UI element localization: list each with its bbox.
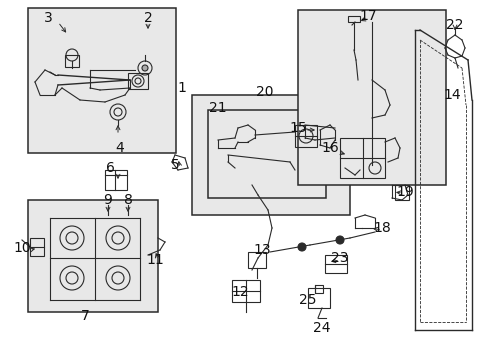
Text: 24: 24 [313, 321, 330, 335]
Bar [247, 252, 265, 268]
Bar [65, 55, 79, 67]
Bar [294, 125, 316, 147]
Text: 23: 23 [330, 251, 348, 265]
Bar [307, 288, 329, 308]
Bar [207, 110, 325, 198]
Text: 13: 13 [253, 243, 270, 257]
Bar [297, 10, 445, 185]
Bar [192, 95, 349, 215]
Bar [325, 255, 346, 273]
Bar [314, 285, 323, 293]
Bar [28, 8, 176, 153]
Text: 9: 9 [103, 193, 112, 207]
Text: 14: 14 [442, 88, 460, 102]
Circle shape [297, 243, 305, 251]
Bar [105, 170, 127, 190]
Text: 20: 20 [256, 85, 273, 99]
Text: 1: 1 [177, 81, 186, 95]
Text: 4: 4 [115, 141, 124, 155]
Text: 3: 3 [43, 11, 52, 25]
Text: 16: 16 [321, 141, 338, 155]
Bar [30, 238, 44, 256]
Bar [347, 16, 359, 22]
Text: 19: 19 [395, 185, 413, 199]
Text: 15: 15 [288, 121, 306, 135]
Bar [231, 280, 260, 302]
Bar [394, 185, 408, 200]
Text: 12: 12 [231, 285, 248, 299]
Text: 5: 5 [170, 158, 179, 172]
Text: 8: 8 [123, 193, 132, 207]
Text: 10: 10 [13, 241, 31, 255]
Text: 21: 21 [209, 101, 226, 115]
Text: 22: 22 [446, 18, 463, 32]
Text: 25: 25 [299, 293, 316, 307]
Circle shape [335, 236, 343, 244]
Bar [339, 138, 384, 178]
Circle shape [142, 65, 148, 71]
Text: 17: 17 [359, 9, 376, 23]
Text: 6: 6 [105, 161, 114, 175]
Bar [128, 73, 148, 89]
Bar [28, 200, 158, 312]
Text: 11: 11 [146, 253, 163, 267]
Text: 18: 18 [372, 221, 390, 235]
Text: 2: 2 [143, 11, 152, 25]
Text: 7: 7 [81, 309, 89, 323]
